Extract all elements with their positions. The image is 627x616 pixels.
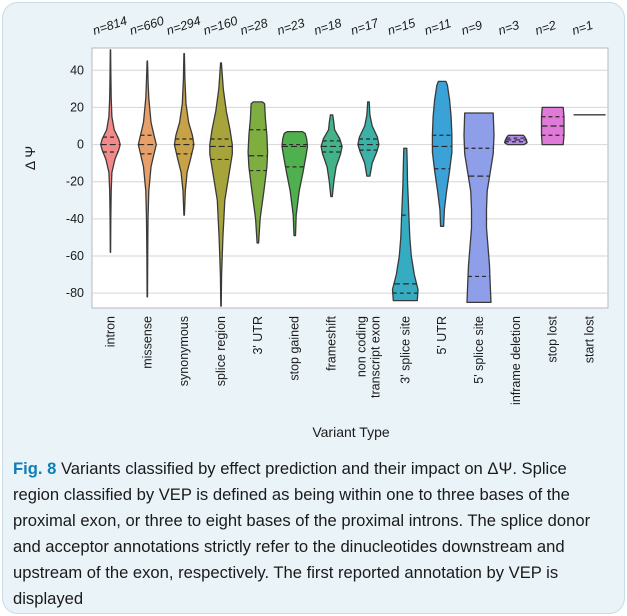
violin-body bbox=[137, 60, 157, 298]
sample-count-label: n=17 bbox=[349, 16, 381, 38]
x-tick-label: 5' UTR bbox=[435, 316, 449, 355]
sample-count-label: n=814 bbox=[91, 14, 129, 38]
sample-count-label: n=9 bbox=[460, 18, 485, 38]
sample-count-label: n=28 bbox=[238, 16, 269, 38]
violin-body bbox=[320, 114, 343, 198]
x-tick-label: frameshift bbox=[325, 315, 339, 370]
figure-label: Fig. 8 bbox=[13, 459, 57, 478]
figure-caption: Fig. 8 Variants classified by effect pre… bbox=[13, 456, 613, 612]
violin-body bbox=[463, 112, 495, 304]
x-tick-label: 3' UTR bbox=[251, 316, 265, 355]
x-tick-label: start lost bbox=[583, 315, 597, 363]
y-tick-label: 20 bbox=[70, 100, 84, 114]
x-tick-label: 3' splice site bbox=[398, 316, 412, 384]
y-tick-label: -40 bbox=[66, 212, 84, 226]
violin-body bbox=[391, 147, 419, 302]
x-tick-label: synonymous bbox=[177, 316, 191, 386]
sample-count-label: n=660 bbox=[128, 14, 166, 38]
sample-count-label: n=294 bbox=[165, 14, 203, 38]
y-tick-label: 0 bbox=[77, 138, 84, 152]
grid-layer bbox=[91, 47, 609, 309]
plot-area bbox=[91, 47, 609, 309]
violin-chart: 40 20 0 -20 -40 -60 -80 n=814 intron n=660 missens… bbox=[22, 14, 609, 440]
x-tick-label: splice region bbox=[214, 316, 228, 386]
y-axis-title: Δ Ψ bbox=[22, 146, 38, 170]
sample-count-label: n=23 bbox=[275, 16, 306, 38]
violin-body bbox=[431, 80, 453, 227]
axis-layer: 40 20 0 -20 -40 -60 -80 n=814 intron n=660 missens… bbox=[66, 14, 597, 405]
violin-body bbox=[173, 52, 195, 216]
sample-count-label: n=3 bbox=[496, 18, 521, 38]
x-tick-label: stop gained bbox=[288, 316, 302, 381]
caption-text: Variants classified by effect prediction… bbox=[13, 459, 591, 608]
violin-body bbox=[100, 49, 121, 253]
violin-body bbox=[247, 101, 269, 244]
y-tick-label: -80 bbox=[66, 286, 84, 300]
sample-count-label: n=160 bbox=[202, 14, 240, 38]
y-tick-label: 40 bbox=[70, 63, 84, 77]
sample-count-label: n=18 bbox=[312, 16, 343, 38]
sample-count-label: n=15 bbox=[386, 16, 417, 38]
x-tick-label: inframe deletion bbox=[509, 316, 523, 405]
violin-layer bbox=[100, 49, 606, 307]
violin-body bbox=[209, 62, 233, 307]
sample-count-label: n=1 bbox=[570, 18, 595, 38]
sample-count-label: n=11 bbox=[423, 16, 453, 38]
sample-count-label: n=2 bbox=[533, 18, 558, 38]
x-tick-label: non codingtranscript exon bbox=[354, 316, 382, 398]
x-tick-label: 5' splice site bbox=[472, 316, 486, 384]
x-tick-label: stop lost bbox=[546, 315, 560, 362]
x-tick-label: intron bbox=[103, 316, 117, 347]
x-axis-title: Variant Type bbox=[312, 424, 390, 440]
y-tick-label: -60 bbox=[66, 249, 84, 263]
y-tick-label: -20 bbox=[66, 175, 84, 189]
violin-body bbox=[281, 130, 309, 237]
x-tick-label: missense bbox=[140, 316, 154, 369]
